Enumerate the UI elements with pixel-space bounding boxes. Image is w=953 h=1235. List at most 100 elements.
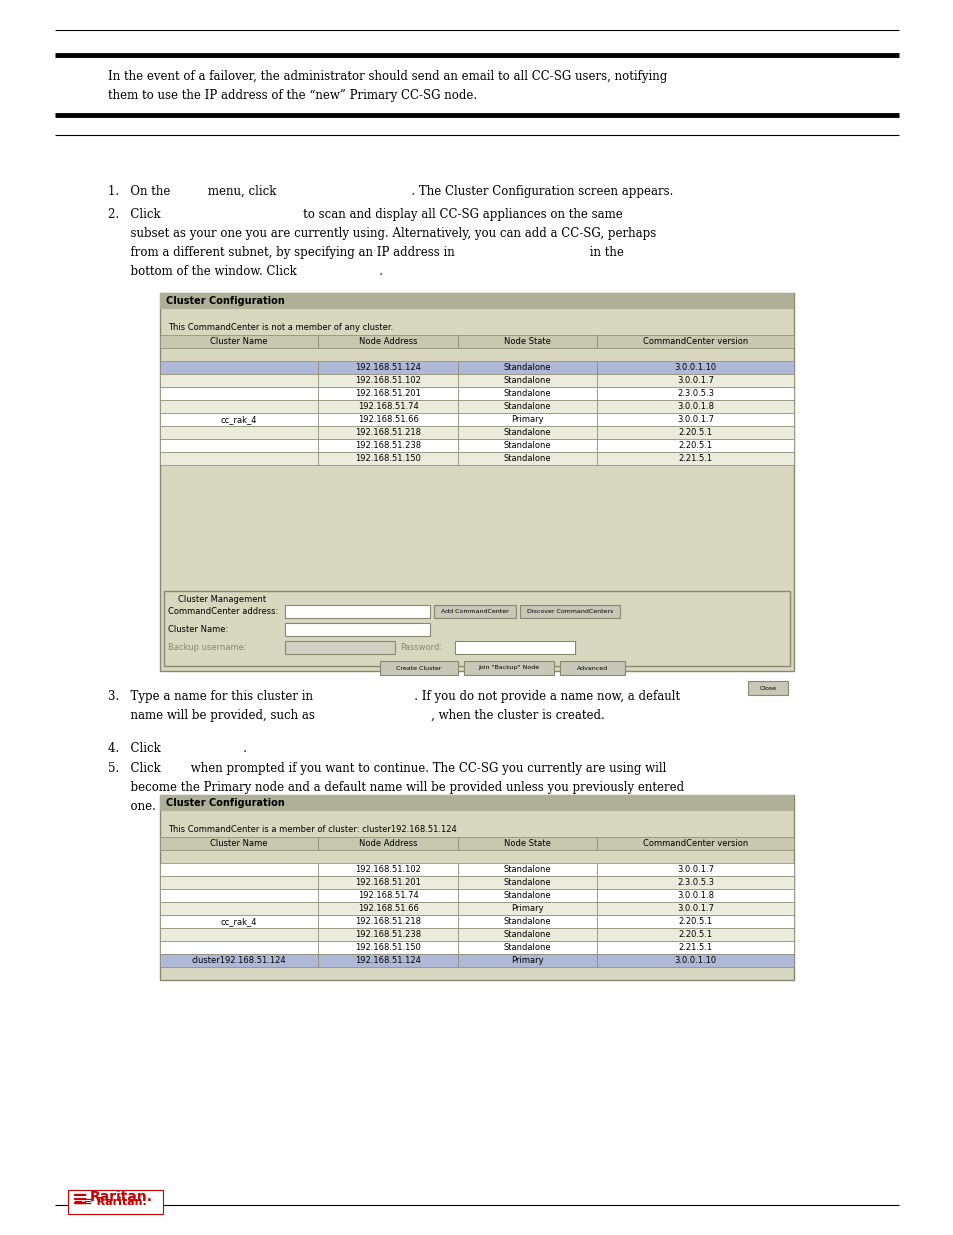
Text: cluster192.168.51.124: cluster192.168.51.124 — [192, 956, 286, 965]
Bar — [597, 927, 793, 941]
Bar — [318, 941, 457, 953]
Bar — [318, 335, 457, 348]
Text: This CommandCenter is not a member of any cluster.: This CommandCenter is not a member of an… — [168, 324, 393, 332]
Text: Standalone: Standalone — [503, 403, 551, 411]
Bar — [457, 889, 597, 902]
Bar — [457, 387, 597, 400]
Text: Cluster Configuration: Cluster Configuration — [166, 296, 284, 306]
Text: 192.168.51.74: 192.168.51.74 — [357, 403, 418, 411]
Bar — [160, 452, 318, 466]
Bar — [318, 915, 457, 927]
Bar — [160, 876, 318, 889]
Text: Cluster Name: Cluster Name — [211, 337, 268, 346]
Bar — [519, 605, 619, 618]
Bar — [318, 927, 457, 941]
Text: Cluster Name:: Cluster Name: — [168, 625, 228, 634]
Bar — [318, 426, 457, 438]
Text: 2.   Click                                      to scan and display all CC-SG ap: 2. Click to scan and display all CC-SG a… — [108, 207, 656, 278]
Bar — [160, 837, 318, 850]
Bar — [457, 361, 597, 374]
Text: 2.20.5.1: 2.20.5.1 — [678, 918, 712, 926]
Text: 192.168.51.218: 192.168.51.218 — [355, 429, 421, 437]
Text: 2.3.0.5.3: 2.3.0.5.3 — [677, 878, 714, 887]
Bar — [597, 889, 793, 902]
Text: 192.168.51.150: 192.168.51.150 — [355, 454, 420, 463]
Bar — [318, 863, 457, 876]
Bar — [457, 335, 597, 348]
Text: Node Address: Node Address — [358, 337, 417, 346]
Bar — [597, 452, 793, 466]
Text: Standalone: Standalone — [503, 454, 551, 463]
Text: Cluster Configuration: Cluster Configuration — [166, 798, 284, 808]
Bar — [318, 902, 457, 915]
Text: This CommandCenter is a member of cluster: cluster192.168.51.124: This CommandCenter is a member of cluste… — [168, 825, 456, 834]
Text: 3.0.0.1.8: 3.0.0.1.8 — [677, 403, 714, 411]
Bar — [160, 412, 318, 426]
Text: 192.168.51.74: 192.168.51.74 — [357, 890, 418, 900]
Bar — [747, 680, 787, 695]
Text: Standalone: Standalone — [503, 389, 551, 398]
Text: ≡≡ Raritan.: ≡≡ Raritan. — [74, 1197, 147, 1207]
Text: Raritan.: Raritan. — [90, 1191, 152, 1204]
Text: Join "Backup" Node: Join "Backup" Node — [478, 666, 539, 671]
Bar — [160, 863, 318, 876]
Text: 192.168.51.124: 192.168.51.124 — [355, 956, 420, 965]
Text: 192.168.51.66: 192.168.51.66 — [357, 415, 418, 424]
Text: Standalone: Standalone — [503, 864, 551, 874]
Bar — [455, 641, 575, 655]
Text: 2.20.5.1: 2.20.5.1 — [678, 441, 712, 450]
Bar — [457, 941, 597, 953]
Text: 2.20.5.1: 2.20.5.1 — [678, 930, 712, 939]
Bar — [160, 361, 318, 374]
Text: CommandCenter version: CommandCenter version — [642, 337, 747, 346]
Bar — [457, 863, 597, 876]
Bar — [160, 387, 318, 400]
Bar — [597, 412, 793, 426]
Text: 1.   On the          menu, click                                    . The Cluste: 1. On the menu, click . The Cluste — [108, 185, 673, 198]
Bar — [457, 400, 597, 412]
Bar — [597, 387, 793, 400]
Bar — [597, 361, 793, 374]
Text: Primary: Primary — [511, 956, 543, 965]
Text: 3.0.0.1.7: 3.0.0.1.7 — [677, 415, 714, 424]
Text: 192.168.51.201: 192.168.51.201 — [355, 389, 420, 398]
Text: 5.   Click        when prompted if you want to continue. The CC-SG you currently: 5. Click when prompted if you want to co… — [108, 762, 683, 813]
Text: 192.168.51.150: 192.168.51.150 — [355, 944, 420, 952]
Text: Password:: Password: — [399, 643, 441, 652]
Text: 2.21.5.1: 2.21.5.1 — [678, 454, 712, 463]
Bar — [285, 641, 395, 655]
Bar — [318, 837, 457, 850]
Text: 192.168.51.218: 192.168.51.218 — [355, 918, 421, 926]
Bar — [559, 661, 624, 676]
Text: Create Cluster: Create Cluster — [395, 666, 441, 671]
Bar — [160, 426, 318, 438]
Text: Primary: Primary — [511, 415, 543, 424]
Bar — [597, 915, 793, 927]
Bar — [318, 374, 457, 387]
Text: 3.0.0.1.10: 3.0.0.1.10 — [674, 363, 716, 372]
Bar — [457, 438, 597, 452]
Text: 192.168.51.238: 192.168.51.238 — [355, 930, 421, 939]
Bar — [160, 795, 793, 981]
Bar — [160, 953, 318, 967]
Text: Primary: Primary — [511, 904, 543, 913]
Text: Discover CommandCenters: Discover CommandCenters — [526, 609, 613, 614]
Bar — [318, 953, 457, 967]
Bar — [160, 293, 793, 309]
Bar — [457, 953, 597, 967]
Text: Standalone: Standalone — [503, 363, 551, 372]
Text: 3.0.0.1.8: 3.0.0.1.8 — [677, 890, 714, 900]
Bar — [318, 438, 457, 452]
Bar — [597, 426, 793, 438]
Text: Standalone: Standalone — [503, 441, 551, 450]
Text: Node Address: Node Address — [358, 839, 417, 848]
Text: 3.0.0.1.10: 3.0.0.1.10 — [674, 956, 716, 965]
Text: Standalone: Standalone — [503, 890, 551, 900]
Bar — [597, 863, 793, 876]
Text: 192.168.51.201: 192.168.51.201 — [355, 878, 420, 887]
Text: Node State: Node State — [504, 839, 551, 848]
Bar — [164, 592, 789, 666]
Text: Close: Close — [759, 685, 776, 690]
Bar — [318, 400, 457, 412]
Text: Standalone: Standalone — [503, 375, 551, 385]
